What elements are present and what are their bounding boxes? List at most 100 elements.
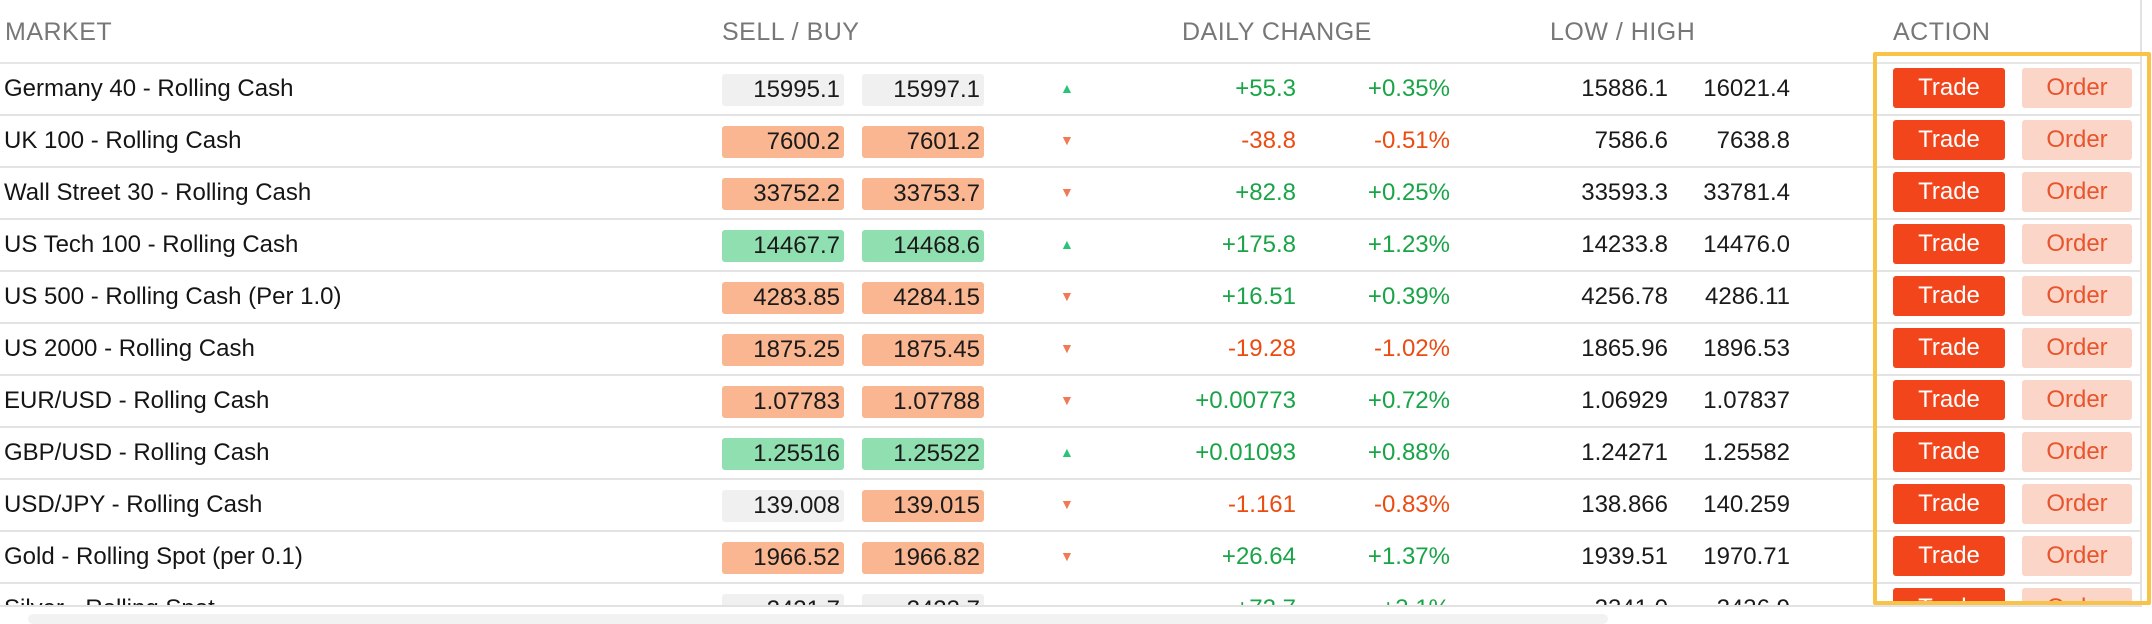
low-value: 1939.51	[1581, 543, 1668, 570]
triangle-down-icon: ▼	[1060, 184, 1074, 200]
horizontal-scrollbar[interactable]	[28, 614, 1608, 624]
market-name[interactable]: US Tech 100 - Rolling Cash	[4, 231, 299, 258]
sell-price[interactable]: 1966.52	[722, 542, 844, 574]
column-header-low-high[interactable]: LOW / HIGH	[1550, 18, 1696, 46]
order-button[interactable]: Order	[2022, 588, 2132, 605]
order-button[interactable]: Order	[2022, 328, 2132, 368]
order-button[interactable]: Order	[2022, 224, 2132, 264]
triangle-down-icon: ▼	[1060, 496, 1074, 512]
order-button[interactable]: Order	[2022, 380, 2132, 420]
daily-change-value: +55.3	[1235, 75, 1296, 102]
trade-button[interactable]: Trade	[1893, 224, 2005, 264]
market-name[interactable]: Germany 40 - Rolling Cash	[4, 75, 294, 102]
buy-price[interactable]: 139.015	[862, 490, 984, 522]
table-row[interactable]: Gold - Rolling Spot (per 0.1) 1966.52 1966…	[0, 532, 2140, 584]
order-button[interactable]: Order	[2022, 68, 2132, 108]
daily-change-percent: +1.23%	[1367, 231, 1450, 258]
table-row[interactable]: US 2000 - Rolling Cash 1875.25 1875.45 ▼ -19…	[0, 324, 2140, 376]
daily-change-percent: +0.88%	[1367, 439, 1450, 466]
buy-price[interactable]: 33753.7	[862, 178, 984, 210]
table-row[interactable]: Germany 40 - Rolling Cash 15995.1 15997.1 ▲…	[0, 64, 2140, 116]
trade-button[interactable]: Trade	[1893, 432, 2005, 472]
daily-change-value: +0.00773	[1195, 387, 1296, 414]
market-name[interactable]: EUR/USD - Rolling Cash	[4, 387, 270, 414]
market-name[interactable]: US 2000 - Rolling Cash	[4, 335, 255, 362]
table-row[interactable]: US 500 - Rolling Cash (Per 1.0) 4283.85 42…	[0, 272, 2140, 324]
buy-price[interactable]: 7601.2	[862, 126, 984, 158]
high-value: 1896.53	[1703, 335, 1790, 362]
order-button[interactable]: Order	[2022, 172, 2132, 212]
table-row[interactable]: US Tech 100 - Rolling Cash 14467.7 14468.6…	[0, 220, 2140, 272]
trade-button[interactable]: Trade	[1893, 536, 2005, 576]
sell-price[interactable]: 1.25516	[722, 438, 844, 470]
buy-price[interactable]: 1966.82	[862, 542, 984, 574]
sell-price[interactable]: 1.07783	[722, 386, 844, 418]
sell-price[interactable]: 139.008	[722, 490, 844, 522]
market-name[interactable]: GBP/USD - Rolling Cash	[4, 439, 270, 466]
buy-price[interactable]: 14468.6	[862, 230, 984, 262]
high-value: 16021.4	[1703, 75, 1790, 102]
order-button[interactable]: Order	[2022, 484, 2132, 524]
daily-change-percent: +1.37%	[1367, 543, 1450, 570]
buy-price[interactable]: 2423.7	[862, 594, 984, 605]
order-button[interactable]: Order	[2022, 432, 2132, 472]
table-row[interactable]: Wall Street 30 - Rolling Cash 33752.2 3375…	[0, 168, 2140, 220]
trade-button[interactable]: Trade	[1893, 484, 2005, 524]
buy-price[interactable]: 1.25522	[862, 438, 984, 470]
market-name[interactable]: Wall Street 30 - Rolling Cash	[4, 179, 312, 206]
sell-price[interactable]: 4283.85	[722, 282, 844, 314]
table-row[interactable]: Silver - Rolling Spot 2421.7 2423.7 ▼ +72.7+…	[0, 584, 2140, 605]
buy-price[interactable]: 15997.1	[862, 74, 984, 106]
table-row[interactable]: UK 100 - Rolling Cash 7600.2 7601.2 ▼ -38.8 -…	[0, 116, 2140, 168]
market-name[interactable]: US 500 - Rolling Cash (Per 1.0)	[4, 283, 342, 310]
market-name[interactable]: UK 100 - Rolling Cash	[4, 127, 242, 154]
sell-price[interactable]: 2421.7	[722, 594, 844, 605]
high-value: 7638.8	[1716, 127, 1790, 154]
table-row[interactable]: EUR/USD - Rolling Cash 1.07783 1.07788 ▼ +0.…	[0, 376, 2140, 428]
low-value: 2341.0	[1500, 584, 1668, 605]
trade-button[interactable]: Trade	[1893, 588, 2005, 605]
sell-price[interactable]: 33752.2	[722, 178, 844, 210]
sell-price[interactable]: 1875.25	[722, 334, 844, 366]
low-value: 14233.8	[1581, 231, 1668, 258]
table-row[interactable]: USD/JPY - Rolling Cash 139.008 139.015 ▼ -1.…	[0, 480, 2140, 532]
order-button[interactable]: Order	[2022, 536, 2132, 576]
sell-price[interactable]: 15995.1	[722, 74, 844, 106]
trade-button[interactable]: Trade	[1893, 276, 2005, 316]
low-value: 15886.1	[1581, 75, 1668, 102]
market-name[interactable]: USD/JPY - Rolling Cash	[4, 491, 263, 518]
column-header-sell-buy[interactable]: SELL / BUY	[722, 18, 860, 46]
sell-price[interactable]: 14467.7	[722, 230, 844, 262]
daily-change-percent: +3.1%	[1300, 584, 1450, 605]
high-value: 14476.0	[1703, 231, 1790, 258]
buy-price[interactable]: 4284.15	[862, 282, 984, 314]
daily-change-percent: -0.51%	[1373, 127, 1450, 154]
order-button[interactable]: Order	[2022, 276, 2132, 316]
table-row[interactable]: GBP/USD - Rolling Cash 1.25516 1.25522 ▲ +0.…	[0, 428, 2140, 480]
trade-button[interactable]: Trade	[1893, 120, 2005, 160]
trade-button[interactable]: Trade	[1893, 328, 2005, 368]
market-name[interactable]: Silver - Rolling Spot	[4, 584, 215, 605]
daily-change-percent: +0.35%	[1367, 75, 1450, 102]
low-value: 33593.3	[1581, 179, 1668, 206]
daily-change-value: +82.8	[1235, 179, 1296, 206]
column-header-market[interactable]: MARKET	[5, 18, 113, 46]
high-value: 2436.9	[1670, 584, 1790, 605]
trade-button[interactable]: Trade	[1893, 68, 2005, 108]
column-header-daily-change[interactable]: DAILY CHANGE	[1182, 18, 1372, 46]
low-value: 1.24271	[1581, 439, 1668, 466]
market-rows: Germany 40 - Rolling Cash 15995.1 15997.1 ▲…	[0, 64, 2140, 605]
low-value: 7586.6	[1594, 127, 1668, 154]
triangle-down-icon: ▼	[1060, 288, 1074, 304]
buy-price[interactable]: 1.07788	[862, 386, 984, 418]
high-value: 1.25582	[1703, 439, 1790, 466]
triangle-down-icon: ▼	[1060, 392, 1074, 408]
sell-price[interactable]: 7600.2	[722, 126, 844, 158]
daily-change-percent: +0.72%	[1367, 387, 1450, 414]
trade-button[interactable]: Trade	[1893, 380, 2005, 420]
trade-button[interactable]: Trade	[1893, 172, 2005, 212]
buy-price[interactable]: 1875.45	[862, 334, 984, 366]
order-button[interactable]: Order	[2022, 120, 2132, 160]
daily-change-percent: -1.02%	[1373, 335, 1450, 362]
market-name[interactable]: Gold - Rolling Spot (per 0.1)	[4, 543, 303, 570]
